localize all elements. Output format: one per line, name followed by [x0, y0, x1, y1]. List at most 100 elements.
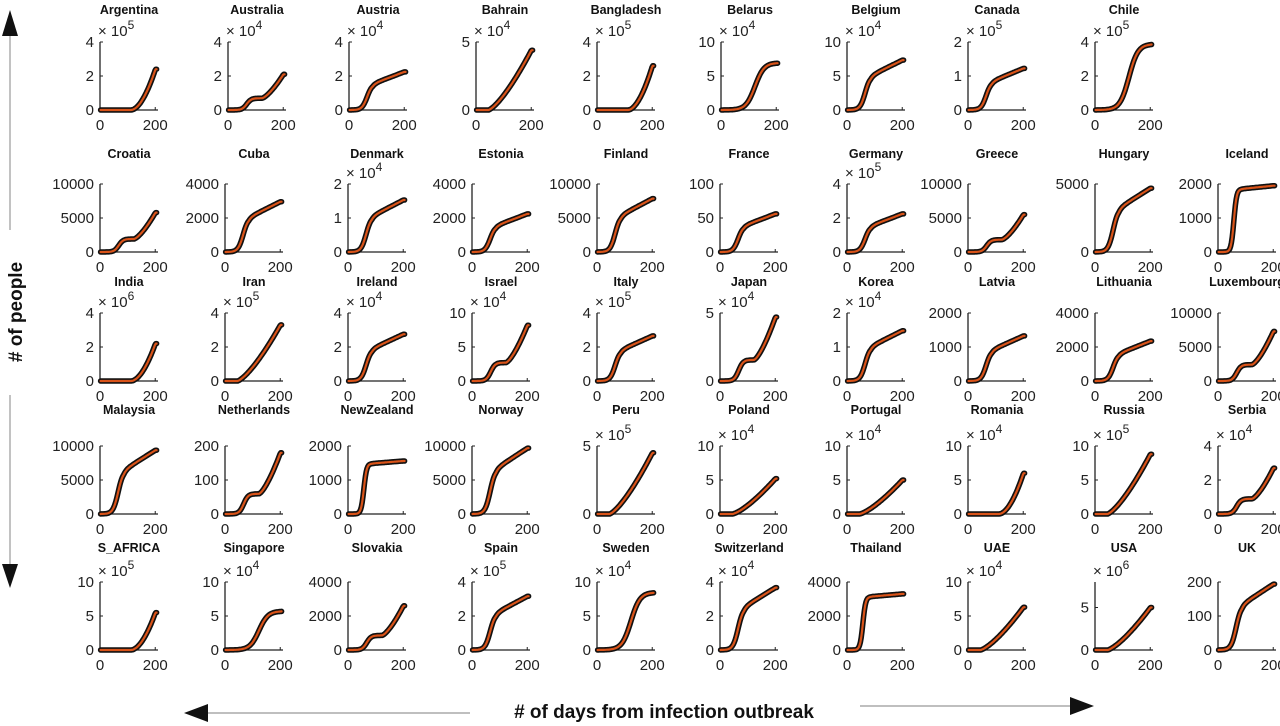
y-tick-label: 4: [86, 305, 94, 322]
x-tick-label: 200: [640, 657, 665, 674]
subplot-title: Malaysia: [103, 403, 156, 417]
x-arrow-left-icon: [184, 704, 208, 722]
y-tick-label: 2: [211, 339, 219, 356]
y-tick-label: 0: [334, 373, 342, 390]
x-tick-label: 200: [143, 388, 168, 405]
x-tick-label: 200: [890, 117, 915, 134]
x-tick-label: 0: [1214, 521, 1222, 538]
y-tick-label: 2: [833, 210, 841, 227]
subplot-title: Croatia: [107, 147, 151, 161]
y-tick-label: 1000: [929, 339, 962, 356]
fit-series-line: [596, 64, 655, 112]
y-tick-label: 2: [86, 339, 94, 356]
data-series-line: [965, 65, 1028, 113]
y-tick-label: 10: [1072, 438, 1089, 455]
y-tick-label: 2: [1204, 472, 1212, 489]
fit-series-line: [347, 459, 406, 516]
x-tick-label: 200: [890, 657, 915, 674]
subplot-panel: Greece 0 5000 10000 0 200: [920, 147, 1035, 276]
x-tick-label: 200: [640, 117, 665, 134]
x-tick-label: 0: [344, 259, 352, 276]
y-tick-label: 5: [583, 608, 591, 625]
x-tick-label: 0: [468, 657, 476, 674]
data-series-line: [965, 604, 1028, 653]
x-tick-label: 200: [519, 117, 544, 134]
y-tick-label: 4: [458, 574, 466, 591]
x-tick-label: 200: [268, 259, 293, 276]
y-multiplier-label: × 104: [966, 558, 1003, 580]
subplot-title: Hungary: [1099, 147, 1150, 161]
subplot-panel: S_AFRICA 0 5 10 0 200 × 105: [77, 541, 167, 674]
data-series-line: [965, 333, 1028, 384]
x-tick-label: 0: [964, 117, 972, 134]
data-series-line: [345, 331, 408, 384]
y-tick-label: 2: [833, 305, 841, 322]
x-tick-label: 200: [890, 521, 915, 538]
y-tick-label: 2000: [929, 305, 962, 322]
data-series-line: [346, 69, 409, 113]
x-tick-label: 0: [468, 521, 476, 538]
x-tick-label: 0: [96, 388, 104, 405]
x-tick-label: 0: [593, 657, 601, 674]
fit-series-line: [99, 211, 158, 254]
y-tick-label: 2000: [433, 210, 466, 227]
y-tick-label: 0: [458, 244, 466, 261]
subplot-title: Sweden: [602, 541, 649, 555]
data-series-line: [844, 477, 907, 517]
x-tick-label: 0: [472, 117, 480, 134]
y-tick-label: 1: [833, 339, 841, 356]
x-tick-label: 0: [843, 657, 851, 674]
y-tick-label: 5: [954, 472, 962, 489]
y-tick-label: 1: [954, 68, 962, 85]
subplot-title: Latvia: [979, 275, 1016, 289]
y-tick-label: 2000: [808, 608, 841, 625]
subplot-panel: Luxembourg 0 5000 10000 0 200: [1170, 275, 1280, 405]
fit-series-line: [720, 62, 779, 112]
data-series-line: [469, 322, 532, 384]
y-tick-label: 5: [706, 305, 714, 322]
y-tick-label: 5: [707, 68, 715, 85]
y-tick-label: 200: [1187, 574, 1212, 591]
y-tick-label: 0: [706, 506, 714, 523]
y-tick-label: 2: [458, 608, 466, 625]
x-tick-label: 200: [515, 521, 540, 538]
y-tick-label: 5000: [61, 210, 94, 227]
y-tick-label: 0: [583, 642, 591, 659]
x-tick-label: 200: [271, 117, 296, 134]
subplot-panel: Latvia 0 1000 2000 0 200: [929, 275, 1036, 405]
fit-series-line: [967, 67, 1026, 112]
x-tick-label: 0: [468, 259, 476, 276]
y-tick-label: 2: [583, 68, 591, 85]
subplot-panel: Bahrain 0 5 0 200 × 104: [462, 3, 544, 134]
x-tick-label: 200: [1138, 259, 1163, 276]
x-tick-label: 0: [96, 657, 104, 674]
subplot-panel: Netherlands 0 100 200 0 200: [194, 403, 293, 538]
y-multiplier-label: × 104: [347, 18, 384, 40]
subplot-panel: Norway 0 5000 10000 0 200: [424, 403, 539, 538]
y-multiplier-label: × 105: [845, 160, 882, 182]
fit-series-line: [471, 595, 530, 652]
x-tick-label: 200: [1011, 117, 1036, 134]
y-arrow-group: [2, 10, 18, 588]
y-tick-label: 10: [202, 574, 219, 591]
y-tick-label: 0: [833, 506, 841, 523]
y-tick-label: 2: [334, 339, 342, 356]
subplot-panel: Poland 0 5 10 0 200 × 104: [697, 403, 787, 538]
fit-series-line: [224, 323, 283, 383]
y-tick-label: 4000: [808, 574, 841, 591]
fit-series-line: [846, 592, 905, 652]
y-tick-label: 0: [706, 244, 714, 261]
data-series-line: [97, 447, 160, 517]
subplot-title: Italy: [613, 275, 638, 289]
subplot-panel: UAE 0 5 10 0 200 × 104: [945, 541, 1035, 674]
subplot-title: Switzerland: [714, 541, 783, 555]
data-series-line: [718, 60, 781, 113]
y-tick-label: 0: [211, 506, 219, 523]
subplot-title: Estonia: [478, 147, 524, 161]
subplot-title: Russia: [1104, 403, 1146, 417]
subplot-title: Thailand: [850, 541, 901, 555]
x-tick-label: 200: [1011, 521, 1036, 538]
y-tick-label: 10: [824, 34, 841, 51]
x-tick-label: 0: [1091, 117, 1099, 134]
